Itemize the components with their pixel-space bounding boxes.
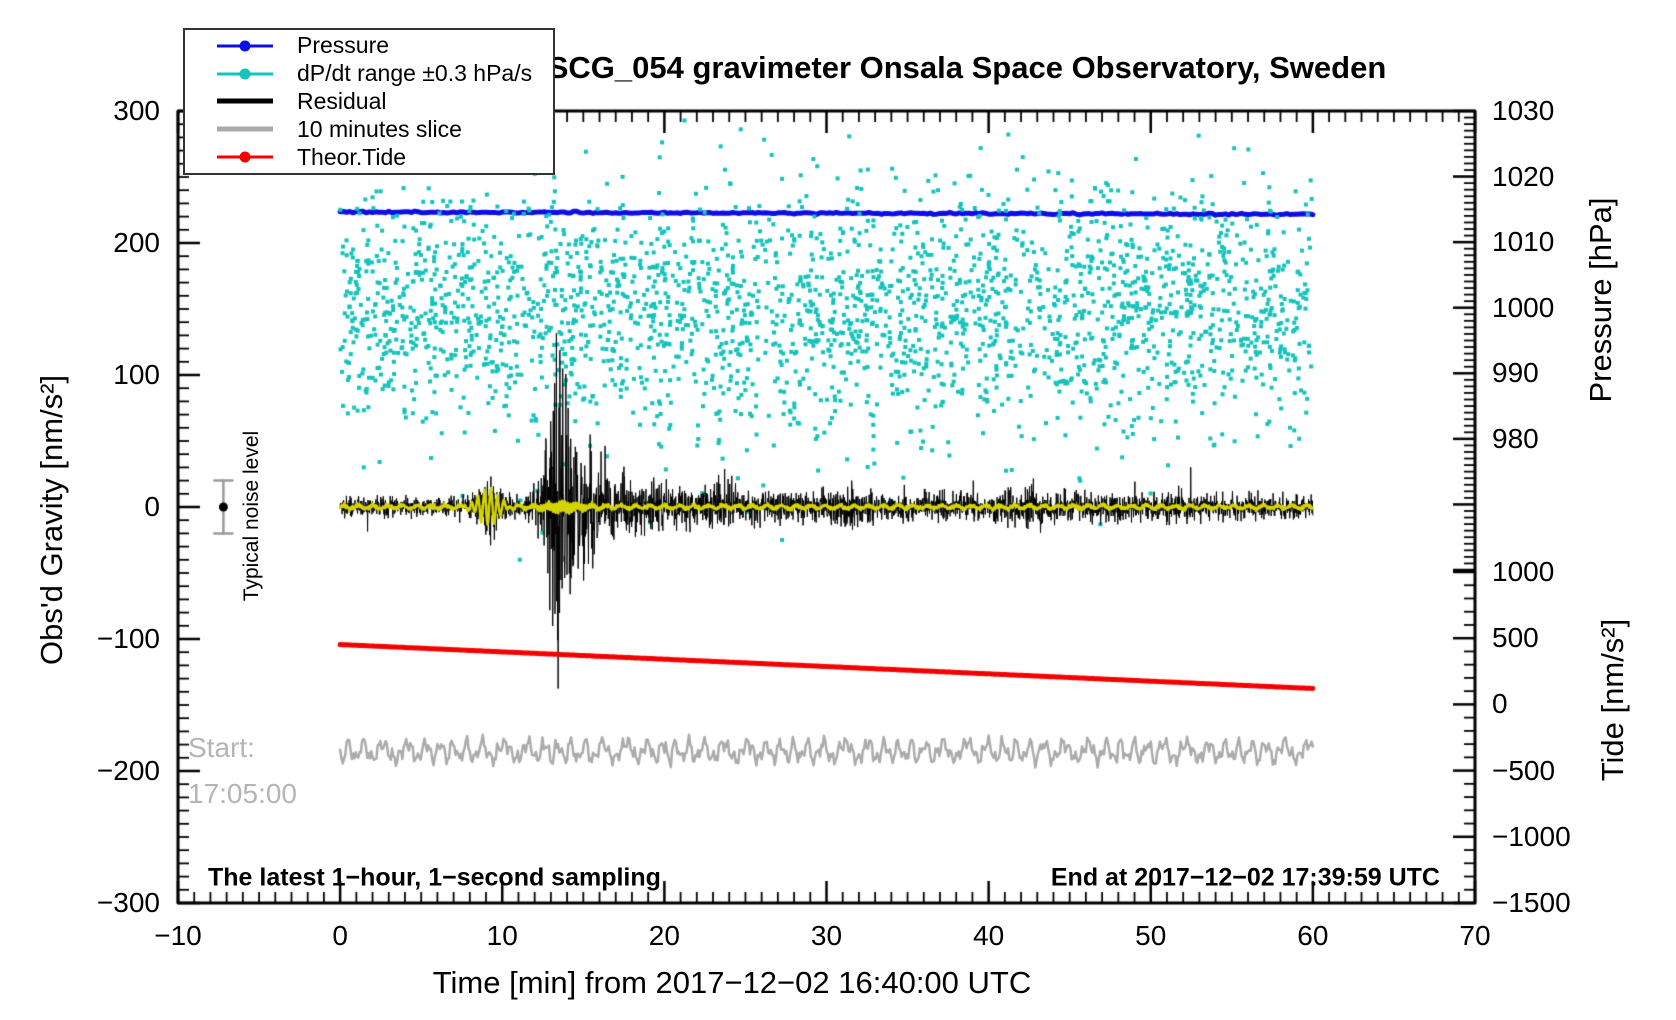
pressure-line-dot-marker [217,40,273,52]
end-time-note: End at 2017−12−02 17:39:59 UTC [1050,863,1440,892]
x-axis-title: Time [min] from 2017−12−02 16:40:00 UTC [432,965,1032,1000]
legend-item-residual: Residual [185,88,553,116]
gravity-tick-label: 100 [113,359,160,390]
residual-line-marker [217,95,273,107]
slice-line-marker [217,123,273,135]
legend-label: 10 minutes slice [297,115,462,142]
start-label: Start: [188,732,255,763]
dpdt-line-dot-marker [217,68,273,80]
legend-item-dpdt: dP/dt range ±0.3 hPa/s [185,60,553,88]
x-tick-label: 70 [1459,920,1491,951]
legend-label: Pressure [297,32,390,59]
tide-tick-label: −1000 [1492,820,1571,852]
tide-tick-label: −1500 [1492,887,1571,918]
gravity-tick-label: −300 [96,887,160,918]
x-tick-label: 20 [648,920,680,951]
pressure-tick-label: 1000 [1492,291,1555,323]
x-tick-label: 0 [332,920,348,951]
tide-tick-label: −500 [1492,754,1556,786]
x-tick-label: 50 [1135,920,1167,951]
x-tick-label: 40 [973,920,1005,951]
sampling-note: The latest 1−hour, 1−second sampling [208,863,661,892]
x-tick-label: 60 [1297,920,1329,951]
pressure-tick-label: 1020 [1492,160,1555,192]
legend-item-slice: 10 minutes slice [185,115,553,143]
legend-item-pressure: Pressure [185,32,553,60]
pressure-tick-label: 990 [1492,357,1539,389]
legend-box: Pressure dP/dt range ±0.3 hPa/s Residual… [183,28,555,175]
tide-tick-label: 500 [1492,622,1539,654]
pressure-tick-label: 980 [1492,422,1539,454]
y-axis-title-gravity: Obs'd Gravity [nm/s²] [34,374,69,666]
legend-label: Residual [297,87,387,114]
gravity-tick-label: 0 [144,491,160,522]
tide-tick-label: 1000 [1492,556,1555,587]
x-tick-label: 10 [486,920,518,951]
gravity-tick-label: −200 [96,755,160,786]
start-time-label: 17:05:00 [188,778,297,809]
gravity-tick-label: 300 [113,95,160,126]
pressure-tick-label: 1030 [1492,95,1555,126]
gravity-tick-label: 200 [113,227,160,258]
y-axis-title-tide: Tide [nm/s²] [1595,618,1630,782]
legend-label: dP/dt range ±0.3 hPa/s [297,60,533,87]
y-axis-title-pressure: Pressure [hPa] [1583,197,1618,403]
x-tick-label: 30 [810,920,843,951]
x-tick-label: −10 [154,920,202,951]
noise-level-label: Typical noise level [240,430,263,602]
tide-line-dot-marker [217,151,273,163]
chart-title: SCG_054 gravimeter Onsala Space Observat… [547,50,1387,85]
pressure-tick-label: 1010 [1492,226,1555,258]
legend-label: Theor.Tide [297,143,407,170]
legend-item-tide: Theor.Tide [185,143,553,171]
gravity-tick-label: −100 [96,623,160,654]
tide-tick-label: 0 [1492,688,1508,720]
